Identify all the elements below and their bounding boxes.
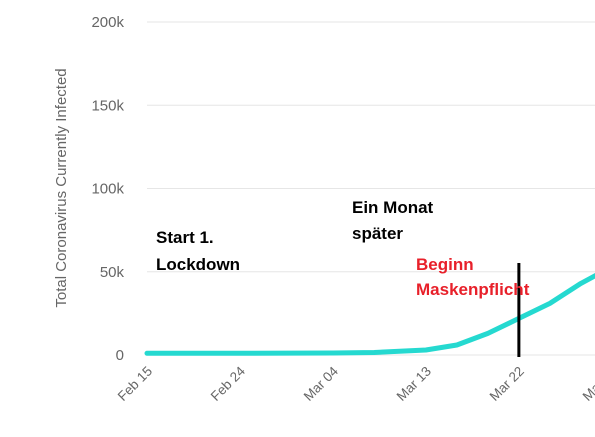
annotation-lockdown: Start 1. Lockdown (156, 228, 240, 274)
series-line (144, 273, 595, 356)
x-tick-label: Mar 13 (394, 364, 434, 404)
y-tick-label: 150k (91, 97, 124, 114)
annotation-lockdown-line2: Lockdown (156, 255, 240, 274)
annotation-ein-monat-line1: Ein Monat (352, 198, 434, 217)
annotation-ein-monat-line2: später (352, 224, 403, 243)
x-tick-label: Feb 15 (115, 364, 155, 404)
x-tick-label: Mar 04 (301, 363, 342, 404)
y-tick-label: 50k (100, 264, 125, 281)
annotation-lockdown-line1: Start 1. (156, 228, 214, 247)
annotation-maskenpflicht-line1: Beginn (416, 255, 474, 274)
x-tick-label: Feb 24 (208, 363, 249, 404)
x-tick-label: Mar 31 (580, 364, 595, 404)
y-tick-labels: 0 50k 100k 150k 200k (91, 14, 124, 364)
annotation-ein-monat: Ein Monat später (352, 198, 438, 243)
annotation-maskenpflicht-line2: Maskenpflicht (416, 280, 530, 299)
x-tick-label: Mar 22 (487, 364, 527, 404)
y-tick-label: 0 (116, 347, 124, 364)
gridlines (147, 21, 595, 356)
y-tick-label: 100k (91, 181, 124, 198)
y-axis-label: Total Coronavirus Currently Infected (53, 68, 70, 307)
annotation-lines (517, 263, 521, 357)
y-tick-label: 200k (91, 14, 124, 31)
annotation-maskenpflicht: Beginn Maskenpflicht (416, 255, 530, 299)
